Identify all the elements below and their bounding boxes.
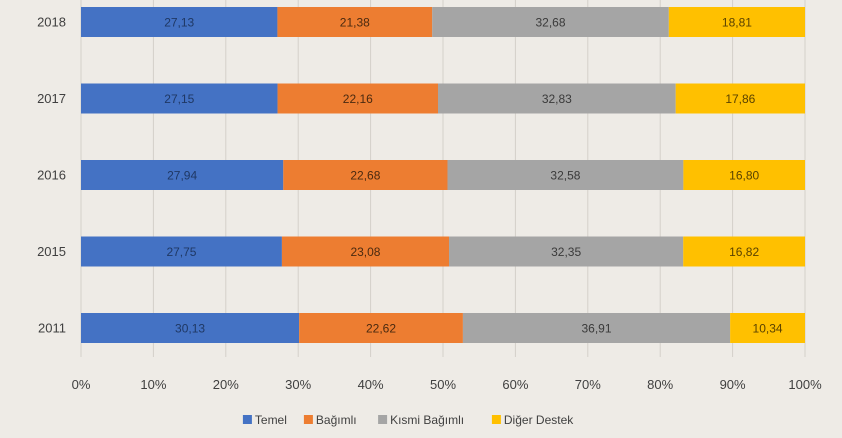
x-tick-label: 90% — [720, 377, 746, 392]
data-label: 32,58 — [550, 169, 580, 183]
legend-label: Bağımlı — [316, 413, 357, 427]
data-label: 32,68 — [535, 16, 565, 30]
bar-segment — [81, 83, 278, 114]
bar-segment — [432, 7, 669, 37]
bar-segment — [81, 160, 284, 190]
legend-label: Kısmi Bağımlı — [390, 413, 464, 427]
data-label: 16,82 — [729, 245, 759, 259]
category-label: 2015 — [37, 244, 66, 259]
bar-segment — [277, 83, 439, 114]
category-label: 2016 — [37, 168, 66, 183]
bar-segment — [675, 83, 805, 114]
bar-segment — [447, 160, 684, 190]
legend-label: Temel — [255, 413, 287, 427]
legend-swatch — [303, 415, 313, 424]
data-label: 22,16 — [343, 92, 373, 106]
data-label: 10,34 — [753, 322, 783, 336]
data-label: 16,80 — [729, 169, 759, 183]
data-label: 22,68 — [350, 169, 380, 183]
data-label: 32,83 — [542, 92, 572, 106]
bar-segment — [683, 160, 805, 190]
data-label: 36,91 — [582, 322, 612, 336]
category-label: 2018 — [37, 15, 66, 30]
bar-segment — [277, 7, 433, 37]
x-tick-label: 40% — [358, 377, 384, 392]
bar-segment — [281, 236, 450, 267]
data-label: 17,86 — [725, 92, 755, 106]
bar-segment — [283, 160, 448, 190]
bar-segment — [81, 236, 282, 267]
legend-label: Diğer Destek — [504, 413, 574, 427]
x-tick-label: 60% — [502, 377, 528, 392]
data-label: 21,38 — [340, 16, 370, 30]
bar-segment — [299, 313, 463, 343]
bar-segment — [730, 313, 805, 343]
data-label: 27,13 — [164, 16, 194, 30]
data-label: 32,35 — [551, 245, 581, 259]
bar-segment — [81, 7, 278, 37]
data-label: 18,81 — [722, 16, 752, 30]
x-tick-label: 0% — [72, 377, 91, 392]
x-tick-label: 30% — [285, 377, 311, 392]
bar-segment — [462, 313, 731, 343]
data-label: 27,75 — [166, 245, 196, 259]
data-label: 27,94 — [167, 169, 197, 183]
category-label: 2017 — [37, 91, 66, 106]
bar-segment — [683, 236, 805, 267]
legend-swatch — [378, 415, 388, 424]
data-label: 22,62 — [366, 322, 396, 336]
bar-segment — [668, 7, 805, 37]
legend-swatch — [491, 415, 501, 424]
x-tick-label: 80% — [647, 377, 673, 392]
data-label: 23,08 — [350, 245, 380, 259]
data-label: 27,15 — [164, 92, 194, 106]
x-tick-label: 70% — [575, 377, 601, 392]
x-tick-label: 20% — [213, 377, 239, 392]
legend-swatch — [242, 415, 252, 424]
x-tick-label: 10% — [140, 377, 166, 392]
data-label: 30,13 — [175, 322, 205, 336]
x-tick-label: 100% — [788, 377, 822, 392]
bar-segment — [81, 313, 300, 343]
bar-segment — [449, 236, 684, 267]
x-tick-label: 50% — [430, 377, 456, 392]
category-label: 2011 — [38, 321, 66, 336]
bar-segment — [438, 83, 676, 114]
